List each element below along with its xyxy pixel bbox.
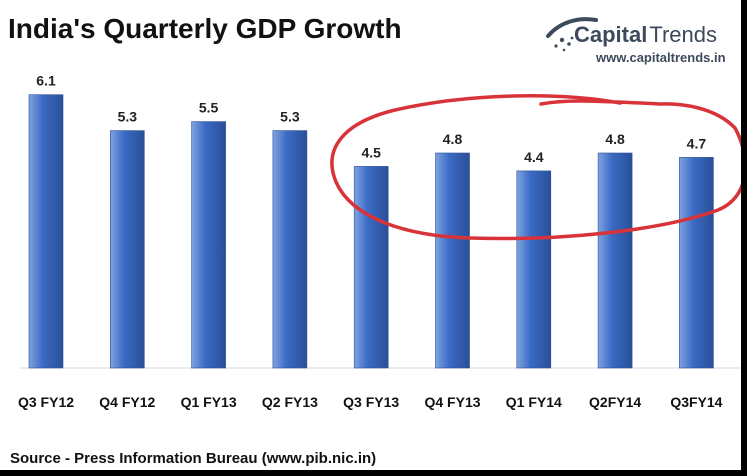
data-label: 5.5 [199, 100, 219, 116]
bar-q2-fy13 [272, 130, 308, 369]
category-label: Q3 FY12 [18, 394, 74, 410]
category-label: Q2 FY13 [262, 394, 318, 410]
data-label: 6.1 [36, 73, 56, 89]
data-label: 4.4 [524, 149, 544, 165]
brand-url: www.capitaltrends.in [595, 50, 726, 65]
bar-q1-fy13 [191, 121, 226, 369]
brand-name-strong: Capital [574, 22, 647, 47]
annotation-circle [330, 94, 741, 241]
brand-name-light: Trends [649, 22, 717, 47]
chart-svg: India's Quarterly GDP Growth CapitalTren… [8, 13, 741, 467]
data-label: 4.5 [361, 144, 381, 160]
data-label: 5.3 [280, 109, 300, 125]
swoosh-dots-icon [546, 17, 598, 52]
bar-q1-fy14 [516, 170, 552, 369]
bar-q2fy14 [597, 152, 633, 369]
data-labels: 6.1 5.3 5.5 5.3 4.5 4.8 4.4 4.8 4.7 [36, 73, 706, 165]
category-labels: Q3 FY12 Q4 FY12 Q1 FY13 Q2 FY13 Q3 FY13 Q4 FY… [18, 394, 723, 410]
data-label: 4.8 [443, 131, 463, 147]
data-label: 4.7 [687, 135, 707, 151]
category-label: Q1 FY14 [506, 394, 562, 410]
bar-q3-fy13 [353, 166, 389, 369]
bar-q4-fy13 [435, 152, 470, 369]
brand-name: CapitalTrends [574, 22, 717, 47]
bar-series [28, 94, 714, 369]
bar-q4-fy12 [110, 130, 145, 369]
category-label: Q4 FY12 [99, 394, 155, 410]
source-note: Source - Press Information Bureau (www.p… [10, 450, 376, 467]
bar-q3fy14 [679, 157, 714, 369]
category-label: Q1 FY13 [181, 394, 237, 410]
chart-title: India's Quarterly GDP Growth [8, 13, 402, 44]
chart-canvas: India's Quarterly GDP Growth CapitalTren… [0, 0, 741, 470]
data-label: 4.8 [605, 131, 625, 147]
category-label: Q4 FY13 [424, 394, 480, 410]
bar-q3-fy12 [28, 94, 64, 369]
category-label: Q2FY14 [589, 394, 641, 410]
brand-logo: CapitalTrends www.capitaltrends.in [546, 17, 726, 65]
data-label: 5.3 [118, 109, 138, 125]
category-label: Q3FY14 [670, 394, 722, 410]
category-label: Q3 FY13 [343, 394, 399, 410]
